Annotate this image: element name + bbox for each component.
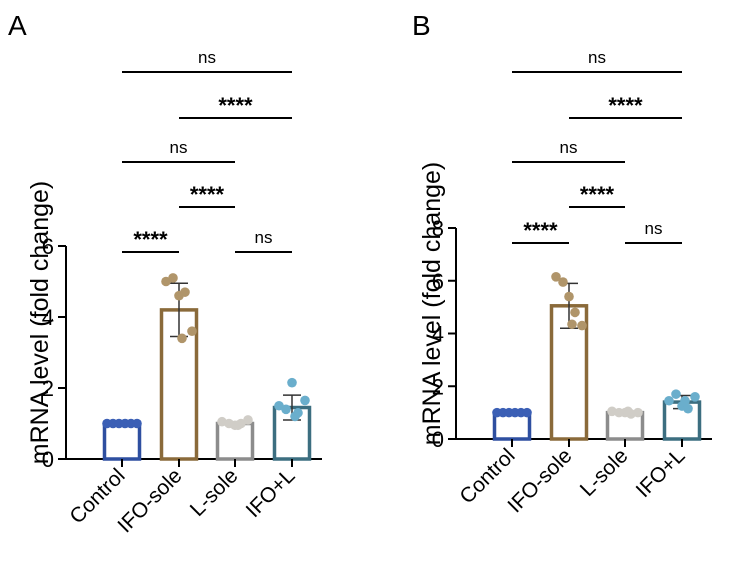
data-point	[683, 403, 693, 414]
y-tick-label: 8	[432, 216, 444, 241]
data-point	[567, 319, 577, 330]
data-point	[233, 420, 243, 431]
significance-label: ****	[190, 182, 225, 207]
data-point	[522, 407, 532, 418]
x-tick-label-ifo-sole: IFO-sole	[113, 464, 186, 537]
significance-label: ****	[523, 218, 558, 243]
data-point	[570, 307, 580, 318]
data-point	[623, 406, 633, 417]
y-tick-label: 6	[42, 234, 54, 259]
data-point	[664, 395, 674, 406]
significance-label: ****	[133, 227, 168, 252]
bar-control	[492, 410, 532, 441]
panel-label-a: A	[8, 10, 27, 41]
significance-label: ****	[218, 93, 253, 118]
bar-control	[102, 421, 142, 461]
data-point	[287, 377, 297, 388]
x-tick-label-l-sole: L-sole	[186, 464, 243, 521]
y-tick-label: 0	[432, 427, 444, 452]
panel-label-b: B	[412, 10, 431, 41]
significance-label: ns	[645, 219, 663, 238]
data-point	[680, 395, 690, 406]
data-point	[690, 392, 700, 402]
data-point	[300, 395, 310, 406]
x-tick-label-ifo-sole: IFO-sole	[503, 444, 576, 517]
y-tick-label: 0	[42, 447, 54, 472]
data-point	[558, 277, 568, 287]
x-tick-label-ifo-l: IFO+L	[632, 444, 690, 502]
data-point	[290, 411, 300, 422]
data-point	[132, 418, 142, 429]
y-tick-label: 2	[432, 374, 444, 399]
data-point	[281, 404, 291, 415]
significance-label: ns	[198, 48, 216, 67]
data-point	[577, 320, 587, 331]
significance-label: ****	[608, 93, 643, 118]
data-point	[168, 273, 178, 283]
y-tick-label: 6	[432, 269, 444, 294]
data-point	[671, 389, 681, 399]
significance-label: ****	[580, 182, 615, 207]
data-point	[187, 326, 197, 337]
significance-label: ns	[255, 228, 273, 247]
y-axis-label: mRNA level (fold change)	[26, 181, 54, 464]
data-point	[633, 407, 643, 418]
y-tick-label: 2	[42, 376, 54, 401]
y-axis-label: mRNA level (fold change)	[418, 162, 446, 445]
data-point	[551, 271, 561, 282]
data-point	[180, 287, 190, 297]
significance-label: ns	[170, 138, 188, 157]
significance-label: ns	[588, 48, 606, 67]
significance-label: ns	[560, 138, 578, 157]
x-tick-label-l-sole: L-sole	[576, 444, 633, 501]
y-tick-label: 4	[432, 322, 444, 347]
x-tick-label-ifo-l: IFO+L	[242, 464, 300, 522]
data-point	[243, 415, 253, 425]
y-tick-label: 4	[42, 305, 54, 330]
data-point	[177, 333, 187, 344]
data-point	[564, 291, 574, 302]
